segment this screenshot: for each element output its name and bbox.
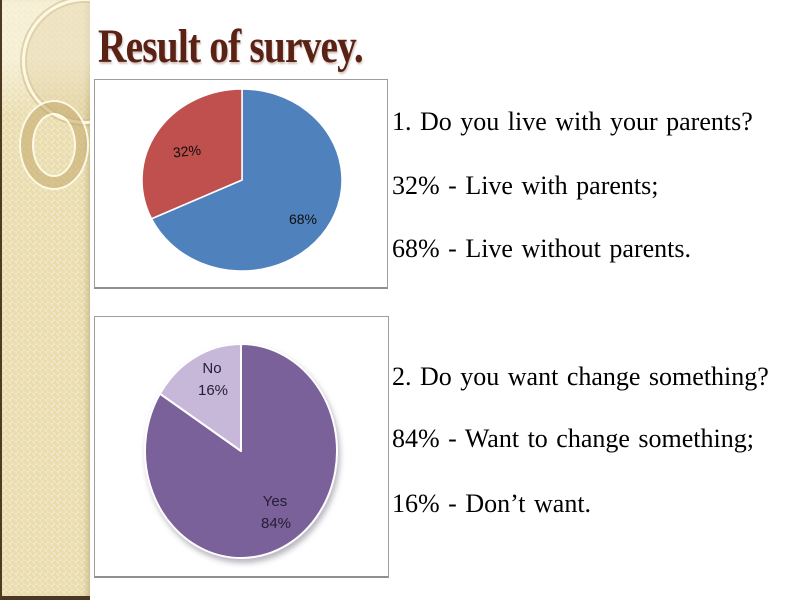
pie-slice <box>150 88 343 272</box>
pie-slice <box>141 88 243 220</box>
answer-1b: 68% - Live without parents. <box>392 234 691 263</box>
pie-label-yes: Yes <box>262 493 288 510</box>
answer-1a: 32% - Live with parents; <box>392 171 659 200</box>
pie-label-68: 68% <box>288 211 318 227</box>
answer-2b: 16% - Don’t want. <box>392 489 592 518</box>
question-2: 2. Do you want change something? <box>392 362 769 391</box>
pie-label-no: No <box>202 360 222 377</box>
question-1: 1. Do you live with your parents? <box>392 107 753 136</box>
pie-label-84: 84% <box>260 515 292 532</box>
pie-label-16: 16% <box>197 382 229 399</box>
pie-chart-parents <box>141 88 343 272</box>
ring-ornament <box>21 102 87 188</box>
sidebar-ornament-band <box>0 0 90 600</box>
pie-chart-change <box>143 343 338 559</box>
sidebar-bottom-edge <box>2 596 90 600</box>
answer-2a: 84% - Want to change something; <box>392 424 754 453</box>
pie-slice <box>158 343 242 452</box>
page-title: Result of survey. <box>98 20 364 73</box>
